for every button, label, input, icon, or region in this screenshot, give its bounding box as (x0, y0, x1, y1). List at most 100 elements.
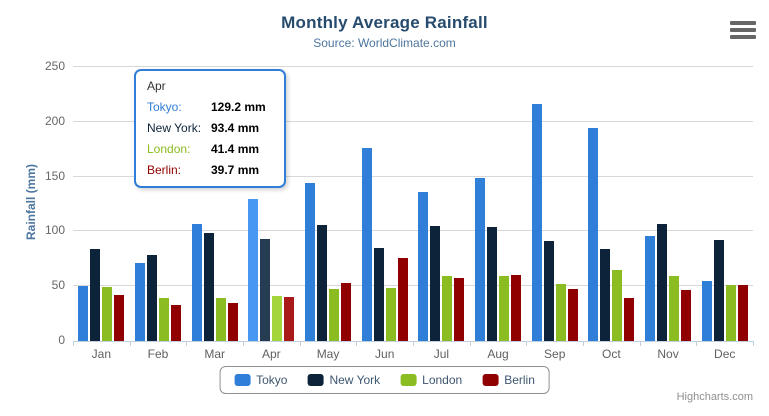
bar-group-nov (640, 67, 697, 341)
bar-berlin-jun[interactable] (397, 258, 408, 341)
bar-london-mar[interactable] (215, 298, 226, 341)
bar-tokyo-may[interactable] (305, 183, 316, 341)
bar-london-may[interactable] (329, 289, 340, 341)
credits-link[interactable]: Highcharts.com (676, 391, 753, 403)
tooltip-series-value: 41.4 mm (211, 142, 260, 156)
bar-new-york-jan[interactable] (90, 249, 101, 341)
x-tick-label-oct: Oct (602, 347, 621, 361)
legend-item-new-york[interactable]: New York (307, 373, 380, 387)
bar-berlin-may[interactable] (341, 283, 352, 341)
gridline-200 (73, 120, 753, 122)
bar-tokyo-jan[interactable] (78, 286, 89, 341)
bar-tokyo-mar[interactable] (191, 224, 202, 341)
export-menu-icon[interactable] (730, 21, 756, 39)
bar-berlin-jul[interactable] (454, 278, 465, 341)
chart-title: Monthly Average Rainfall (281, 13, 488, 32)
gridline-250 (73, 66, 753, 67)
bar-group-aug (470, 67, 527, 341)
chart-subtitle: Source: WorldClimate.com (313, 36, 456, 50)
bar-group-jul (413, 67, 470, 341)
x-tick-label-aug: Aug (487, 347, 509, 361)
tooltip-series-label: London: (147, 142, 191, 156)
bar-berlin-nov[interactable] (681, 290, 692, 341)
bar-group-may (300, 67, 357, 341)
legend: Tokyo New York London Berlin (219, 366, 550, 394)
legend-label: New York (329, 373, 381, 387)
bar-new-york-oct[interactable] (600, 249, 611, 341)
x-axis-tick (583, 341, 584, 346)
x-tick-label-nov: Nov (657, 347, 679, 361)
x-tick-label-jul: Jul (433, 347, 450, 361)
bar-tokyo-nov[interactable] (645, 236, 656, 341)
x-axis-tick (243, 341, 244, 346)
y-tick-label-150: 150 (44, 168, 65, 183)
y-tick-label-50: 50 (51, 278, 65, 293)
gridline-50 (73, 285, 753, 287)
bar-london-aug[interactable] (499, 276, 510, 341)
bar-new-york-sep[interactable] (543, 241, 554, 341)
bar-london-nov[interactable] (669, 276, 680, 341)
bar-berlin-oct[interactable] (624, 298, 635, 341)
bar-new-york-feb[interactable] (147, 255, 157, 341)
bar-tokyo-sep[interactable] (531, 104, 542, 341)
x-tick-label-dec: Dec (714, 347, 736, 361)
x-tick-label-feb: Feb (147, 347, 169, 361)
bar-berlin-mar[interactable] (227, 303, 238, 341)
bar-berlin-jan[interactable] (114, 295, 125, 341)
bar-london-sep[interactable] (555, 284, 566, 341)
bar-group-apr (243, 67, 300, 341)
bar-berlin-sep[interactable] (567, 289, 578, 341)
tooltip-series-value: 39.7 mm (211, 163, 260, 177)
bar-london-jun[interactable] (385, 288, 396, 341)
bar-group-oct (583, 67, 640, 341)
y-tick-label-100: 100 (44, 223, 65, 238)
bar-new-york-apr[interactable] (260, 239, 271, 341)
tooltip-series-value: 93.4 mm (211, 121, 260, 135)
bar-group-feb (130, 67, 187, 341)
legend-label: Tokyo (256, 373, 288, 387)
bar-tokyo-jul[interactable] (418, 192, 429, 341)
bar-berlin-aug[interactable] (511, 275, 522, 341)
bar-london-dec[interactable] (725, 285, 736, 341)
y-tick-label-0: 0 (58, 333, 65, 347)
legend-swatch-icon (234, 374, 251, 386)
bar-new-york-jul[interactable] (430, 226, 441, 341)
x-axis-tick (696, 341, 697, 346)
legend-item-london[interactable]: London (400, 373, 462, 387)
bar-london-feb[interactable] (159, 298, 169, 341)
bar-tokyo-jun[interactable] (361, 148, 372, 341)
x-tick-label-jan: Jan (91, 347, 112, 361)
x-tick-label-apr: Apr (262, 347, 281, 361)
bar-tokyo-aug[interactable] (475, 178, 486, 341)
bar-new-york-aug[interactable] (487, 227, 498, 341)
bar-tokyo-dec[interactable] (701, 281, 712, 341)
bar-berlin-feb[interactable] (171, 305, 181, 341)
bar-new-york-nov[interactable] (657, 224, 668, 341)
legend-item-berlin[interactable]: Berlin (482, 373, 535, 387)
legend-swatch-icon (307, 374, 324, 386)
legend-item-tokyo[interactable]: Tokyo (234, 373, 287, 387)
tooltip-series-label: Berlin: (147, 163, 182, 177)
bar-tokyo-feb[interactable] (135, 263, 145, 341)
bar-london-jan[interactable] (102, 287, 113, 341)
x-axis-tick (356, 341, 357, 346)
bar-new-york-jun[interactable] (373, 248, 384, 341)
bar-group-jan (73, 67, 130, 341)
x-axis-tick (640, 341, 641, 346)
bar-tokyo-oct[interactable] (588, 128, 599, 341)
bar-berlin-dec[interactable] (737, 285, 748, 341)
bar-group-dec (696, 67, 753, 341)
x-tick-label-sep: Sep (544, 347, 566, 361)
bar-london-oct[interactable] (612, 270, 623, 341)
bar-tokyo-apr[interactable] (248, 199, 259, 341)
bar-new-york-dec[interactable] (713, 240, 724, 341)
bar-london-jul[interactable] (442, 276, 453, 341)
y-tick-label-250: 250 (44, 59, 65, 73)
bar-london-apr[interactable] (272, 296, 283, 341)
bar-new-york-mar[interactable] (203, 233, 214, 341)
bar-berlin-apr[interactable] (284, 297, 295, 341)
bar-new-york-may[interactable] (317, 225, 328, 341)
bar-group-jun (356, 67, 413, 341)
tooltip-series-label: Tokyo: (147, 100, 182, 114)
